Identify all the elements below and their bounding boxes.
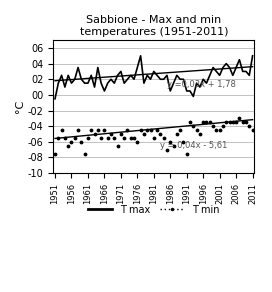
Legend: T max, T min: T max, T min xyxy=(84,201,224,219)
Text: y =0,03x + 1,78: y =0,03x + 1,78 xyxy=(167,80,236,89)
Y-axis label: °C: °C xyxy=(15,100,25,113)
Text: y = 0,04x - 5,61: y = 0,04x - 5,61 xyxy=(160,141,228,150)
Title: Sabbione - Max and min
temperatures (1951-2011): Sabbione - Max and min temperatures (195… xyxy=(79,15,228,36)
